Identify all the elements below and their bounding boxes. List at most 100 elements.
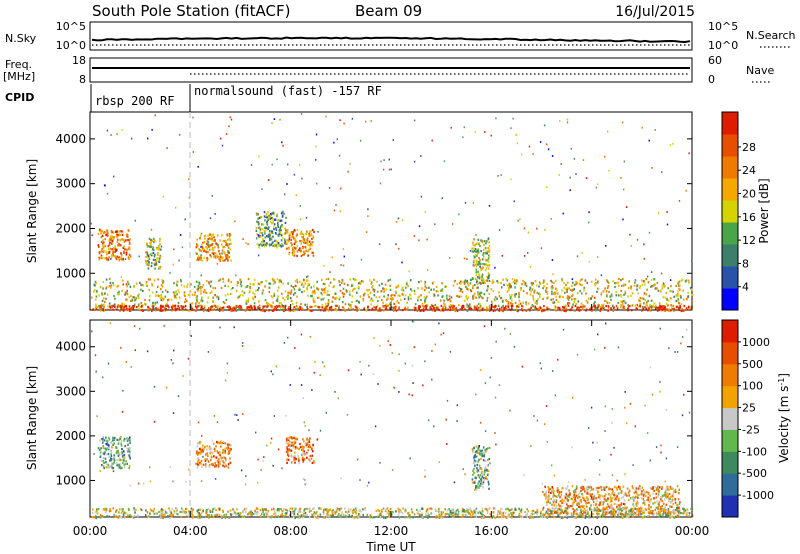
echo-cell	[664, 306, 666, 309]
echo-cell	[418, 307, 420, 310]
echo-cell	[633, 284, 636, 287]
echo-cell	[428, 514, 430, 517]
echo-cell	[529, 515, 531, 518]
echo-cell	[234, 307, 236, 310]
echo-cell	[118, 466, 121, 469]
echo-cell	[114, 510, 117, 513]
echo-cell	[110, 450, 112, 453]
echo-cell	[124, 291, 127, 294]
echo-cell	[145, 261, 147, 264]
echo-cell	[611, 508, 613, 511]
echo-cell	[108, 247, 110, 250]
echo-cell	[100, 240, 103, 243]
echo-cell	[570, 513, 573, 516]
echo-cell	[278, 509, 280, 512]
echo-cell	[295, 194, 297, 197]
echo-cell	[596, 516, 599, 519]
echo-cell	[520, 507, 523, 510]
echo-cell	[114, 303, 116, 306]
echo-cell	[398, 516, 401, 519]
echo-cell	[311, 448, 313, 451]
echo-cell	[296, 308, 299, 311]
echo-cell	[586, 489, 589, 492]
echo-cell	[118, 515, 120, 518]
echo-cell	[634, 279, 637, 282]
echo-cell	[563, 309, 565, 312]
echo-cell	[617, 281, 619, 284]
echo-cell	[264, 243, 267, 247]
echo-cell	[201, 449, 204, 452]
echo-cell	[497, 175, 499, 177]
echo-cell	[530, 514, 532, 517]
echo-cell	[660, 306, 662, 309]
echo-cell	[484, 247, 487, 250]
echo-cell	[110, 454, 113, 457]
echo-cell	[561, 498, 564, 501]
echo-cell	[162, 297, 164, 300]
echo-cell	[413, 513, 416, 516]
echo-cell	[102, 309, 105, 312]
echo-cell	[573, 501, 575, 504]
echo-cell	[310, 286, 313, 289]
echo-cell	[103, 241, 105, 244]
echo-cell	[347, 510, 350, 513]
echo-cell	[302, 456, 304, 459]
echo-cell	[284, 221, 287, 224]
echo-cell	[123, 450, 125, 453]
echo-cell	[128, 296, 131, 299]
echo-cell	[334, 512, 336, 515]
echo-cell	[147, 309, 149, 312]
echo-cell	[293, 512, 295, 515]
echo-cell	[385, 303, 387, 306]
echo-cell	[623, 188, 625, 191]
echo-cell	[449, 308, 452, 311]
echo-cell	[624, 493, 627, 496]
echo-cell	[158, 245, 160, 248]
echo-cell	[166, 304, 168, 307]
echo-cell	[120, 511, 123, 514]
echo-cell	[425, 306, 428, 310]
nsky-label: N.Sky	[5, 32, 37, 45]
echo-cell	[281, 224, 283, 227]
echo-cell	[227, 238, 229, 241]
echo-cell	[474, 263, 477, 266]
echo-cell	[123, 463, 125, 466]
echo-cell	[287, 458, 290, 461]
echo-cell	[198, 258, 201, 261]
echo-cell	[490, 300, 493, 303]
echo-cell	[201, 296, 203, 299]
echo-cell	[472, 243, 474, 246]
echo-cell	[252, 298, 255, 301]
echo-cell	[154, 253, 156, 256]
echo-cell	[223, 302, 226, 305]
echo-cell	[285, 242, 288, 245]
echo-cell	[317, 230, 319, 233]
echo-cell	[661, 500, 663, 503]
echo-cell	[549, 514, 552, 517]
echo-cell	[277, 219, 280, 222]
echo-cell	[471, 510, 473, 514]
echo-cell	[493, 298, 496, 301]
echo-cell	[566, 487, 568, 490]
echo-cell	[152, 258, 155, 261]
echo-cell	[222, 450, 225, 453]
echo-cell	[258, 226, 260, 229]
echo-cell	[325, 115, 327, 118]
echo-cell	[395, 309, 398, 312]
echo-cell	[92, 308, 95, 311]
echo-cell	[456, 309, 459, 313]
echo-cell	[99, 304, 102, 307]
echo-cell	[645, 293, 647, 296]
echo-cell	[292, 510, 294, 513]
echo-cell	[327, 302, 329, 305]
echo-cell	[460, 288, 463, 291]
echo-cell	[226, 254, 229, 257]
echo-cell	[151, 291, 154, 294]
echo-cell	[279, 219, 281, 222]
echo-cell	[642, 306, 644, 309]
echo-cell	[353, 516, 356, 519]
echo-cell	[296, 250, 299, 253]
echo-cell	[460, 282, 462, 285]
echo-cell	[510, 508, 513, 511]
echo-cell	[615, 282, 617, 285]
